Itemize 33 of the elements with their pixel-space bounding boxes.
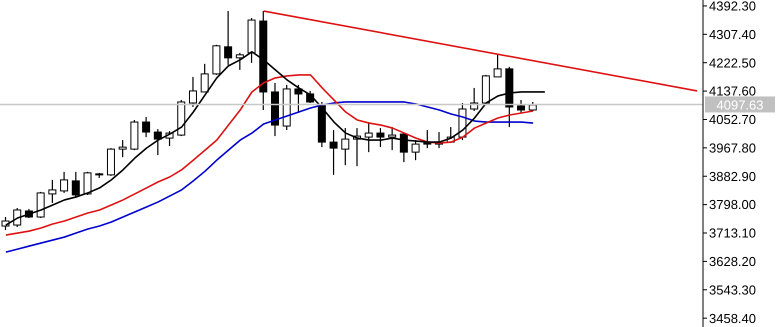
y-tick-label: 3967.80 xyxy=(709,140,756,156)
ref-line-label: 4097.63 xyxy=(716,97,764,112)
y-tick-label: 3798.00 xyxy=(709,197,756,212)
line-series xyxy=(5,101,534,253)
candlestick xyxy=(412,139,420,161)
candlestick xyxy=(84,171,92,196)
y-tick-label: 4222.50 xyxy=(709,55,756,70)
candlestick xyxy=(154,128,162,156)
candlestick xyxy=(60,171,68,194)
y-tick-label: 4392.30 xyxy=(709,0,756,14)
candlestick xyxy=(118,139,127,158)
candlestick xyxy=(341,127,350,166)
candlestick xyxy=(294,84,302,114)
candlestick xyxy=(528,101,537,112)
y-tick-label: 4052.70 xyxy=(709,112,756,128)
y-tick-label: 4137.60 xyxy=(709,84,756,99)
y-tick-label: 3882.90 xyxy=(709,168,756,184)
y-tick-label: 3628.20 xyxy=(709,254,756,270)
y-tick-label: 3543.30 xyxy=(709,282,756,298)
candlestick xyxy=(188,76,197,108)
candlestick xyxy=(494,54,502,78)
candlestick xyxy=(72,171,80,198)
y-tick-label: 3458.40 xyxy=(709,310,756,326)
y-tick-label: 3713.10 xyxy=(709,226,756,241)
candlestick xyxy=(364,121,373,153)
candlestick xyxy=(388,126,396,151)
candlestick xyxy=(142,116,150,138)
candlestick xyxy=(517,99,526,114)
candlestick xyxy=(376,127,384,148)
candlestick xyxy=(330,129,338,176)
candlestick xyxy=(48,179,56,204)
candlestick xyxy=(200,63,209,93)
y-tick-label: 4307.40 xyxy=(709,26,756,42)
